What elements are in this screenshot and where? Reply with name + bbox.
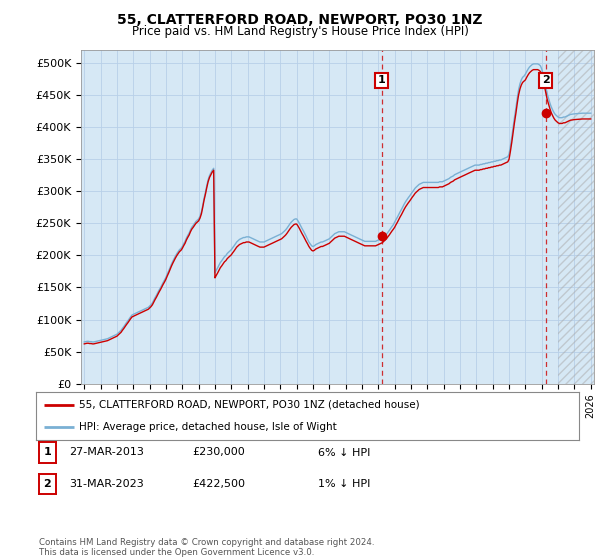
Text: 2: 2 [542, 76, 550, 85]
Text: 6% ↓ HPI: 6% ↓ HPI [318, 447, 370, 458]
Text: 1% ↓ HPI: 1% ↓ HPI [318, 479, 370, 489]
Text: £422,500: £422,500 [192, 479, 245, 489]
Text: Price paid vs. HM Land Registry's House Price Index (HPI): Price paid vs. HM Land Registry's House … [131, 25, 469, 38]
Text: 1: 1 [44, 447, 51, 458]
Bar [558, 50, 594, 384]
Text: 55, CLATTERFORD ROAD, NEWPORT, PO30 1NZ (detached house): 55, CLATTERFORD ROAD, NEWPORT, PO30 1NZ … [79, 400, 420, 410]
Text: 1: 1 [378, 76, 385, 85]
Text: 31-MAR-2023: 31-MAR-2023 [69, 479, 144, 489]
Text: 2: 2 [44, 479, 51, 489]
Text: HPI: Average price, detached house, Isle of Wight: HPI: Average price, detached house, Isle… [79, 422, 337, 432]
Text: 55, CLATTERFORD ROAD, NEWPORT, PO30 1NZ: 55, CLATTERFORD ROAD, NEWPORT, PO30 1NZ [117, 13, 483, 27]
Text: Contains HM Land Registry data © Crown copyright and database right 2024.
This d: Contains HM Land Registry data © Crown c… [39, 538, 374, 557]
Text: 27-MAR-2013: 27-MAR-2013 [69, 447, 144, 458]
Text: £230,000: £230,000 [192, 447, 245, 458]
